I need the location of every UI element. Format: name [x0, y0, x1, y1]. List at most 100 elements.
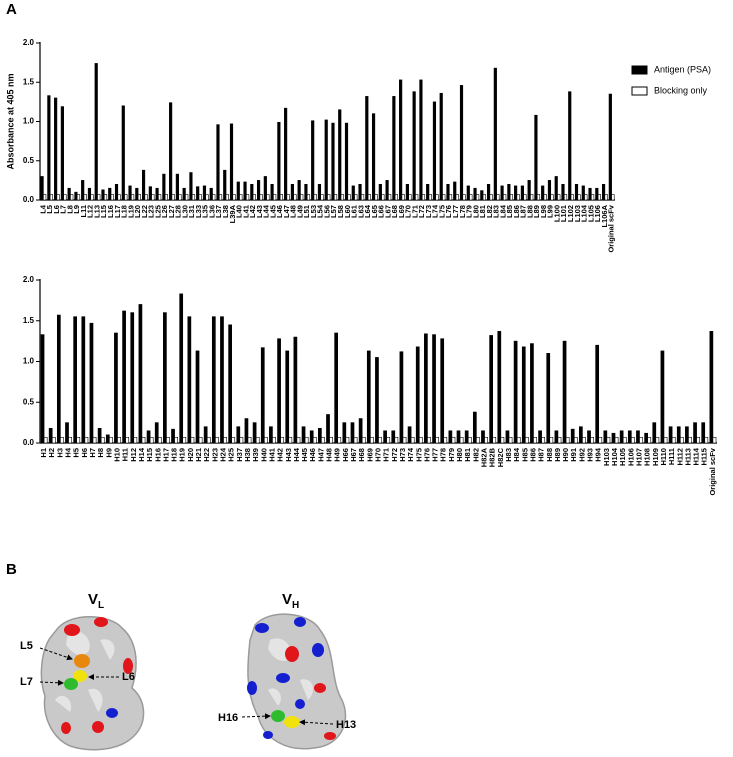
x-tick-label: L18 [120, 205, 129, 218]
patch [255, 623, 269, 633]
bar [231, 436, 236, 444]
bar [288, 436, 293, 444]
x-tick-label: L63 [356, 205, 365, 218]
bar [317, 184, 322, 201]
bar [54, 97, 58, 201]
x-tick-label: H73 [398, 448, 407, 462]
bar [455, 194, 459, 201]
x-tick-label: L25 [153, 205, 162, 218]
bar [43, 194, 47, 201]
bar [370, 436, 374, 444]
bar [622, 436, 627, 444]
bar [472, 411, 477, 444]
bar [361, 194, 365, 201]
x-tick-label: H114 [692, 447, 701, 465]
bar [108, 187, 112, 201]
bar [280, 436, 285, 444]
bar [130, 312, 135, 444]
bar [196, 186, 200, 201]
bar [73, 316, 78, 444]
patch [123, 658, 133, 674]
bar [122, 310, 126, 444]
x-tick-label: H94 [594, 447, 603, 462]
x-tick-label: L89 [532, 205, 541, 218]
bar [124, 194, 128, 201]
x-tick-label: H76 [422, 448, 431, 462]
bar [536, 194, 541, 201]
x-tick-label: L73 [424, 205, 433, 218]
patch [276, 673, 290, 683]
bar [92, 436, 97, 444]
bar [76, 436, 81, 444]
x-tick-label: H69 [365, 448, 374, 462]
domain-subscript: H [292, 600, 299, 611]
bar [182, 187, 186, 201]
bar [547, 180, 552, 201]
bar [243, 181, 247, 201]
bar [561, 184, 565, 201]
x-tick-label: L6 [52, 205, 61, 214]
x-tick-label: L7 [59, 205, 68, 214]
bar [252, 194, 256, 201]
domain-subscript: L [98, 600, 104, 611]
bar [158, 194, 162, 201]
bar [263, 176, 267, 201]
bar [608, 93, 612, 201]
bar [595, 344, 600, 444]
bar [579, 426, 583, 444]
x-tick-label: H6 [80, 448, 89, 458]
bar [117, 194, 121, 201]
structure-vl: VL L5 L7 L6 [20, 591, 145, 751]
bar [138, 304, 143, 444]
patch [106, 708, 118, 718]
bar [476, 194, 480, 201]
bar [178, 194, 182, 201]
x-tick-label: H23 [210, 448, 219, 462]
bar [557, 436, 562, 444]
x-tick-label: L85 [505, 205, 514, 218]
x-tick-label: H3 [55, 448, 64, 458]
legend-label: Blocking only [654, 85, 708, 95]
x-tick-label: H47 [316, 448, 325, 462]
x-tick-label: H106 [626, 448, 635, 466]
bar [285, 350, 290, 444]
bar [513, 340, 518, 444]
bar [239, 436, 244, 444]
bar [266, 194, 270, 201]
x-tick-label: L35 [201, 205, 210, 218]
bar [440, 338, 445, 444]
bar [286, 194, 290, 201]
bar [87, 187, 92, 201]
bar [171, 428, 175, 444]
bar [74, 191, 78, 201]
x-tick-label: H82B [488, 447, 497, 467]
bar [345, 436, 350, 444]
x-tick-label: L16 [106, 205, 115, 218]
surface [247, 613, 347, 750]
bar [415, 346, 420, 444]
x-tick-label: H89 [553, 448, 562, 462]
bar [216, 124, 220, 201]
bar [228, 324, 232, 444]
bar [582, 436, 586, 444]
bar [631, 436, 635, 444]
bar [56, 194, 60, 201]
bar [277, 338, 281, 444]
bar [590, 436, 594, 444]
x-tick-label: L53 [309, 205, 318, 218]
bar [215, 436, 219, 444]
x-tick-label: H71 [382, 448, 391, 462]
x-tick-label: L87 [519, 205, 528, 218]
x-tick-label: L104 [580, 204, 589, 222]
x-tick-label: L56 [322, 205, 331, 218]
bar [597, 194, 601, 201]
bar [549, 436, 554, 444]
bar [407, 426, 412, 444]
x-tick-label: L37 [214, 205, 223, 218]
bar [321, 436, 325, 444]
bar [647, 436, 652, 444]
bar [419, 79, 423, 201]
bar [374, 194, 378, 201]
x-tick-label: H48 [325, 448, 334, 462]
